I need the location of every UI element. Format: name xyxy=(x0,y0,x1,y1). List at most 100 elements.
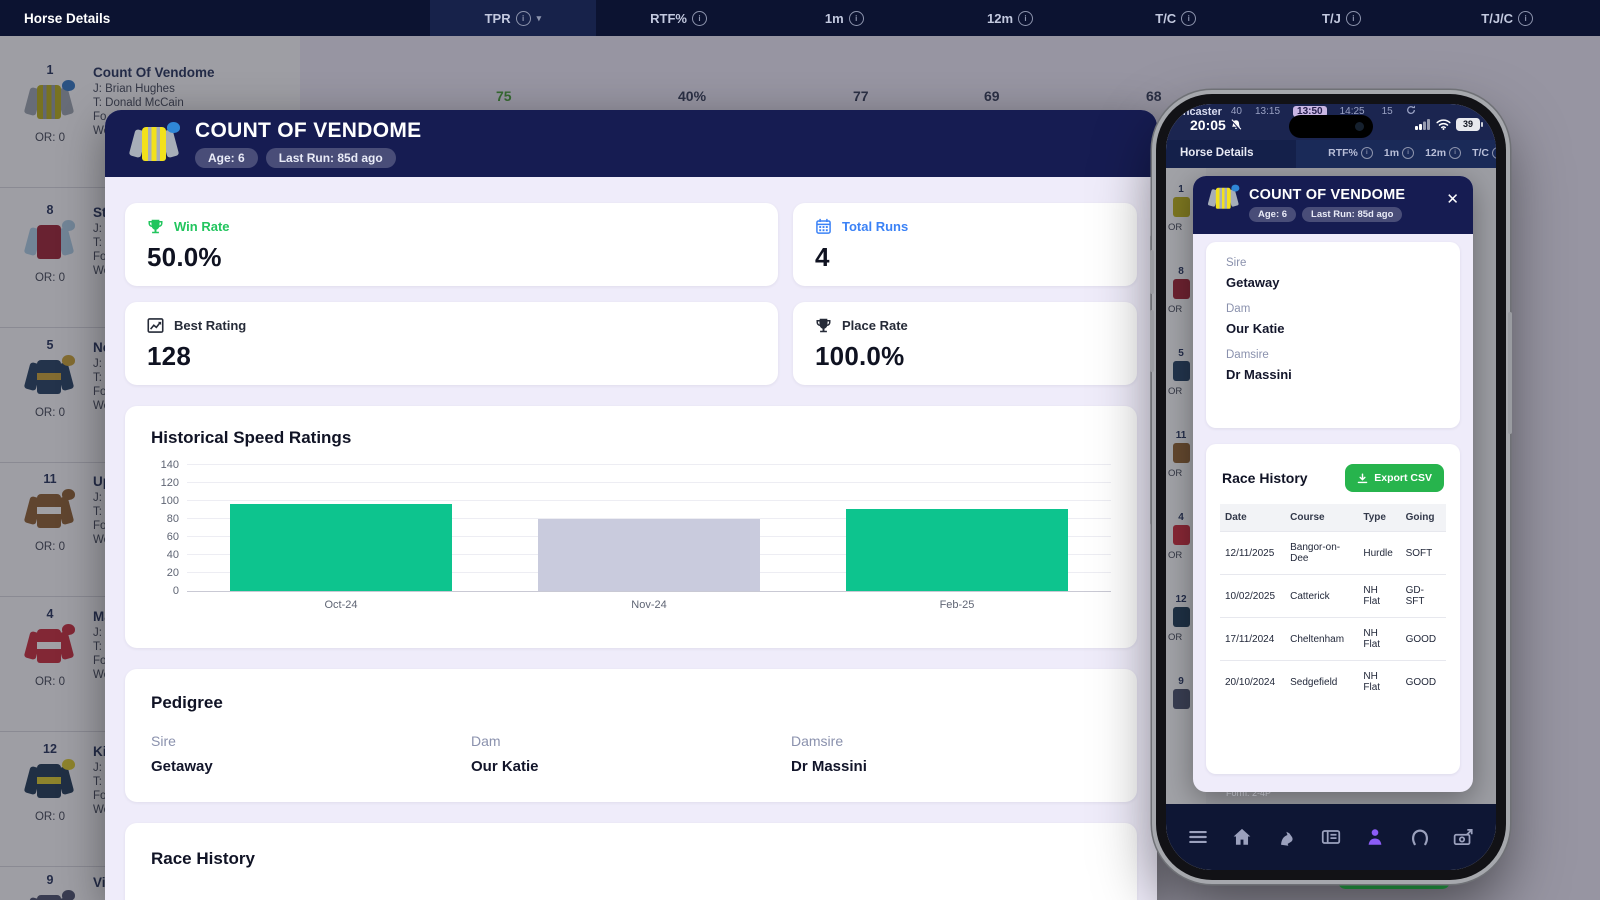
phone-list-item[interactable]: 9 xyxy=(1166,674,1206,756)
stats-grid: Win Rate 50.0% Total Runs 4 Best Rating 128 Pl… xyxy=(125,203,1137,385)
power-button[interactable] xyxy=(1508,312,1512,434)
menu-icon[interactable] xyxy=(1185,824,1211,850)
form-line: Fo xyxy=(93,655,107,667)
jockey-line: J: xyxy=(93,358,102,370)
silk-body xyxy=(37,895,61,900)
info-icon[interactable]: i xyxy=(1402,147,1415,159)
person-icon[interactable] xyxy=(1362,824,1388,850)
close-icon[interactable]: ✕ xyxy=(1446,191,1459,208)
y-tick-label: 100 xyxy=(160,495,179,507)
dam-value: Our Katie xyxy=(471,758,539,775)
table-header-row: Date Course Type Going xyxy=(1220,504,1446,532)
phone-column-header-rtf[interactable]: RTF% i xyxy=(1328,147,1373,159)
horse-number: 5 xyxy=(1178,348,1184,359)
table-cell: GOOD xyxy=(1400,660,1446,703)
sire-field: Sire Getaway xyxy=(151,733,471,775)
bar-slot xyxy=(187,465,495,591)
race-time-chip[interactable]: 14:25 xyxy=(1339,106,1365,117)
badges: Age: 6 Last Run: 85d ago xyxy=(195,147,421,168)
info-icon[interactable]: i xyxy=(515,10,531,26)
x-tick-label: Nov-24 xyxy=(631,599,667,611)
info-icon[interactable]: i xyxy=(692,10,707,26)
jockey-line: J: xyxy=(93,223,102,235)
official-rating: OR xyxy=(1168,468,1183,479)
volume-up-button[interactable] xyxy=(1150,250,1154,294)
table-cell: GD-SFT xyxy=(1400,574,1446,618)
phone-list-item[interactable]: 5 OR xyxy=(1166,346,1206,428)
race-time-chip[interactable]: 13:50 xyxy=(1293,106,1327,117)
modal-body: Win Rate 50.0% Total Runs 4 Best Rating 128 Pl… xyxy=(105,177,1157,900)
home-icon[interactable] xyxy=(1229,824,1255,850)
refresh-icon[interactable] xyxy=(1406,105,1416,118)
y-tick-label: 0 xyxy=(172,585,179,597)
phone-list-item[interactable]: 8 OR xyxy=(1166,264,1206,346)
cards-icon[interactable] xyxy=(1318,824,1344,850)
info-icon[interactable]: i xyxy=(1360,147,1373,159)
column-label: TPR xyxy=(484,10,511,26)
gridline xyxy=(187,482,1111,483)
silk-band xyxy=(37,373,61,380)
column-header-tj[interactable]: T/J i xyxy=(1259,0,1425,36)
stat-card-best-rating: Best Rating 128 xyxy=(125,302,778,385)
column-header-tpr[interactable]: TPR i ▾ xyxy=(430,0,596,36)
modal-scrollbar[interactable] xyxy=(1150,235,1154,525)
stat-label-row: Best Rating xyxy=(147,317,756,334)
column-header-tc[interactable]: T/C i xyxy=(1093,0,1259,36)
race-history-heading: Race History xyxy=(151,849,255,868)
race-time-chip[interactable]: 15 xyxy=(1381,106,1393,117)
bar-slot xyxy=(803,465,1111,591)
info-icon[interactable]: i xyxy=(1518,10,1534,26)
silks-icon xyxy=(1173,607,1190,627)
silk-body xyxy=(37,225,61,259)
horse-icon[interactable] xyxy=(1274,824,1300,850)
table-row: 12/11/2025 Bangor-on-Dee Hurdle SOFT xyxy=(1220,531,1446,575)
column-label: T/C xyxy=(1155,10,1177,26)
phone-column-header-1m[interactable]: 1m i xyxy=(1384,147,1415,159)
gridline xyxy=(187,518,1111,519)
phone-column-header-tc[interactable]: T/Ci xyxy=(1472,147,1496,159)
phone-list-item[interactable]: 1 OR xyxy=(1166,182,1206,264)
money-icon[interactable] xyxy=(1451,824,1477,850)
info-icon[interactable]: i xyxy=(1345,10,1361,26)
column-header-rtf[interactable]: RTF% i xyxy=(596,0,762,36)
info-icon[interactable]: i xyxy=(848,10,864,26)
horse-list-item[interactable]: 9 Vi xyxy=(0,862,300,900)
jockey-line: J: Brian Hughes xyxy=(93,83,175,95)
table-cell: 10/02/2025 xyxy=(1220,574,1286,618)
silks-icon xyxy=(23,488,75,534)
export-csv-button[interactable]: Export CSV xyxy=(1345,464,1444,492)
info-icon[interactable]: i xyxy=(1492,147,1496,159)
age-badge: Age: 6 xyxy=(1249,207,1297,222)
phone-list-item[interactable]: 4 OR xyxy=(1166,510,1206,592)
column-header-12m[interactable]: 12m i xyxy=(927,0,1093,36)
silk-band xyxy=(37,642,61,649)
silk-band xyxy=(37,777,61,784)
phone-list-item[interactable]: 12 OR xyxy=(1166,592,1206,674)
table-cell: Sedgefield xyxy=(1285,660,1359,703)
table-cell: GOOD xyxy=(1400,617,1446,661)
column-header-tjc[interactable]: T/J/C i xyxy=(1424,0,1590,36)
background-row-values: 75 40% 77 69 68 xyxy=(0,88,1600,108)
race-time-chip[interactable]: 13:15 xyxy=(1254,106,1281,117)
volume-down-button[interactable] xyxy=(1150,310,1154,372)
official-rating: OR: 0 xyxy=(34,541,66,553)
table-cell: NH Flat xyxy=(1358,574,1401,618)
phone-column-header-12m[interactable]: 12m i xyxy=(1425,147,1462,159)
silks-icon xyxy=(1173,443,1190,463)
phone-list-item[interactable]: 11 OR xyxy=(1166,428,1206,510)
stat-label: Total Runs xyxy=(842,219,909,234)
phone-modal-header: COUNT OF VENDOME ✕ Age: 6 Last Run: 85d … xyxy=(1193,176,1473,234)
last-run-badge: Last Run: 85d ago xyxy=(265,147,396,168)
stat-label-row: Win Rate xyxy=(147,218,756,235)
info-icon[interactable]: i xyxy=(1018,10,1034,26)
horse-number: 9 xyxy=(1178,676,1184,687)
stat-label: Place Rate xyxy=(842,318,908,333)
chart-plot-area xyxy=(187,464,1111,592)
horseshoe-icon[interactable] xyxy=(1407,824,1433,850)
table-cell: SOFT xyxy=(1400,531,1446,575)
column-header-1m[interactable]: 1m i xyxy=(761,0,927,36)
info-icon[interactable]: i xyxy=(1449,147,1462,159)
course-name: oncaster xyxy=(1176,105,1222,118)
info-icon[interactable]: i xyxy=(1181,10,1197,26)
